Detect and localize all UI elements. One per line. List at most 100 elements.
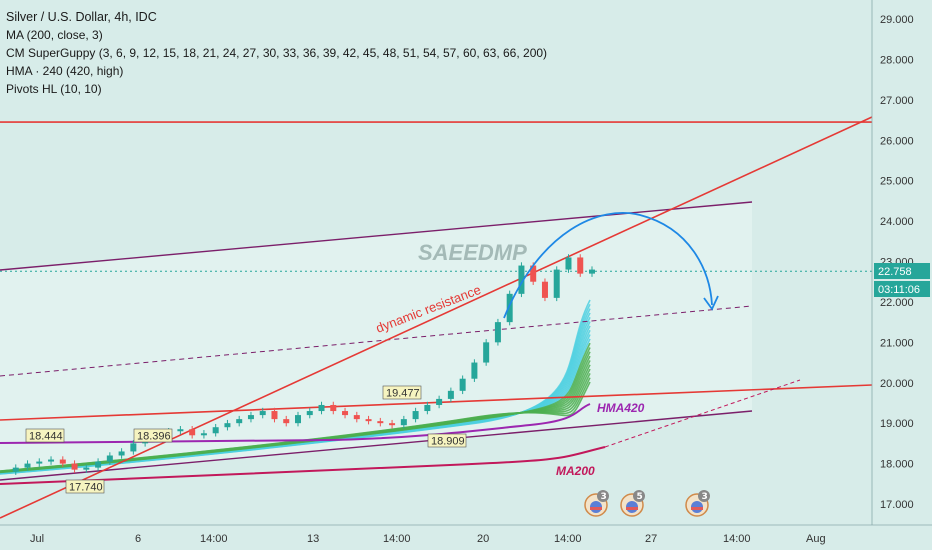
ma200-projection <box>604 379 801 448</box>
candle-body <box>412 411 419 420</box>
hma420-label: HMA420 <box>597 401 645 415</box>
watermark: SAEEDMP <box>418 240 527 265</box>
forecast-arc <box>503 212 713 319</box>
time-label: 13 <box>307 533 319 545</box>
ma200-label: MA200 <box>556 464 595 478</box>
candles <box>12 254 595 475</box>
legend-ma[interactable]: MA (200, close, 3) <box>6 28 103 42</box>
price-tick-label: 17.000 <box>880 499 914 511</box>
svg-text:03:11:06: 03:11:06 <box>878 284 920 296</box>
pivot-label: 18.444 <box>25 428 65 443</box>
channel-fill <box>0 202 752 480</box>
svg-text:3: 3 <box>601 492 607 502</box>
time-label: Aug <box>806 533 826 545</box>
price-tick-label: 27.000 <box>880 95 914 107</box>
candle-body <box>177 429 184 432</box>
price-tick-label: 25.000 <box>880 176 914 188</box>
candle-body <box>342 411 349 416</box>
candle-body <box>506 293 513 323</box>
candle-body <box>247 415 254 420</box>
price-tick-label: 29.000 <box>880 14 914 26</box>
svg-text:19.477: 19.477 <box>386 388 420 400</box>
current-price-tag: 22.758 <box>874 263 930 279</box>
legend-title[interactable]: Silver / U.S. Dollar, 4h, IDC <box>6 10 157 24</box>
price-tick-label: 24.000 <box>880 216 914 228</box>
svg-text:22.758: 22.758 <box>878 266 912 278</box>
svg-text:5: 5 <box>637 492 643 502</box>
event-badges[interactable]: 3 5 3 <box>584 490 710 517</box>
candle-body <box>236 419 243 424</box>
svg-text:3: 3 <box>702 492 708 502</box>
candle-body <box>118 451 125 456</box>
candle-body <box>106 455 113 462</box>
event-badge[interactable]: 3 <box>685 490 710 517</box>
event-badge[interactable]: 3 <box>584 490 609 517</box>
guppy-line <box>0 381 591 472</box>
candle-body <box>353 415 360 420</box>
legend-superguppy[interactable]: CM SuperGuppy (3, 6, 9, 12, 15, 18, 21, … <box>6 46 548 60</box>
candle-body <box>459 378 466 391</box>
pivot-labels: 18.444 18.396 19.477 17.740 18.909 <box>25 385 467 494</box>
price-tick-label: 26.000 <box>880 135 914 147</box>
time-label: Jul <box>30 533 44 545</box>
candle-body <box>48 459 55 462</box>
legend-hma[interactable]: HMA · 240 (420, high) <box>6 64 124 78</box>
price-axis[interactable] <box>871 0 932 525</box>
candle-body <box>271 411 278 420</box>
price-tick-label: 22.000 <box>880 297 914 309</box>
candle-body <box>83 467 90 470</box>
price-tick-labels: 29.00028.00027.00026.00025.00024.00023.0… <box>880 14 914 511</box>
candle-body <box>389 423 396 426</box>
legend-pivots[interactable]: Pivots HL (10, 10) <box>6 82 102 96</box>
time-label: 14:00 <box>383 533 411 545</box>
price-tick-label: 20.000 <box>880 378 914 390</box>
time-axis[interactable]: Jul 6 14:00 13 14:00 20 14:00 27 14:00 A… <box>0 524 932 550</box>
candle-body <box>95 461 102 468</box>
candle-body <box>12 467 19 472</box>
price-tick-label: 21.000 <box>880 337 914 349</box>
candle-body <box>471 362 478 379</box>
candle-body <box>400 419 407 426</box>
candle-body <box>541 281 548 298</box>
price-tick-label: 19.000 <box>880 418 914 430</box>
forecast-arrowhead <box>703 295 719 311</box>
pivot-label: 18.909 <box>427 433 467 448</box>
candle-body <box>283 419 290 424</box>
svg-text:17.740: 17.740 <box>69 482 103 494</box>
candle-body <box>306 411 313 416</box>
candle-body <box>130 443 137 452</box>
time-label: 14:00 <box>723 533 751 545</box>
time-label: 14:00 <box>554 533 582 545</box>
ma200-line <box>0 446 606 485</box>
event-badge[interactable]: 5 <box>620 490 645 517</box>
candle-body <box>318 404 325 412</box>
svg-text:18.444: 18.444 <box>29 431 63 443</box>
pivot-label: 19.477 <box>382 385 422 400</box>
candle-body <box>36 461 43 464</box>
time-label: 27 <box>645 533 657 545</box>
candle-body <box>518 265 525 294</box>
candle-body <box>483 342 490 363</box>
price-tick-label: 18.000 <box>880 459 914 471</box>
superguppy-ribbon <box>0 299 591 475</box>
time-label: 14:00 <box>200 533 228 545</box>
candle-body <box>530 265 537 282</box>
channel-lower-line <box>0 410 753 481</box>
candle-body <box>71 463 78 470</box>
candle-body <box>295 415 301 424</box>
candle-body <box>377 421 384 424</box>
price-tick-label: 28.000 <box>880 54 914 66</box>
candle-body <box>24 463 31 468</box>
candle-body <box>565 257 572 270</box>
candle-body <box>200 433 207 436</box>
pivot-label: 17.740 <box>65 479 105 494</box>
candle-body <box>365 419 372 422</box>
hma420-line <box>0 403 591 444</box>
time-label: 6 <box>135 533 141 545</box>
candle-body <box>553 269 560 298</box>
candle-body <box>212 427 219 434</box>
candle-body <box>59 459 66 464</box>
candle-body <box>189 429 196 436</box>
candle-body <box>259 411 266 416</box>
